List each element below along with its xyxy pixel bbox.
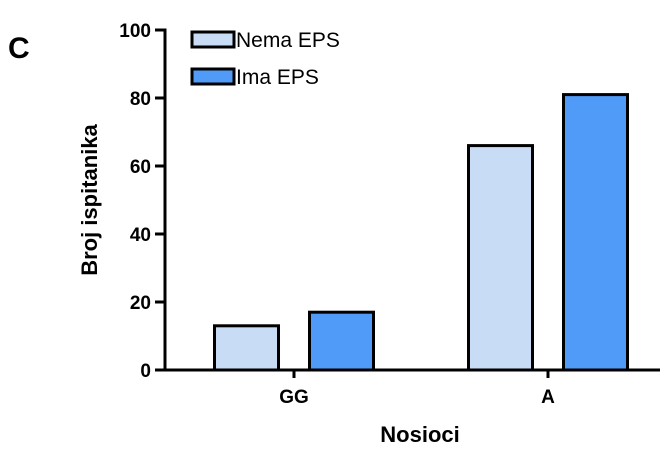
bar-a-series-2 <box>562 93 629 372</box>
y-tick-label: 40 <box>130 225 151 246</box>
legend-swatch-series-2 <box>190 67 236 86</box>
legend-label-series-2: Ima EPS <box>236 66 319 89</box>
y-tick-label: 80 <box>130 89 151 110</box>
x-tick-label: GG <box>279 387 309 408</box>
y-tick-label: 20 <box>130 293 151 314</box>
x-tick-label: A <box>541 387 555 408</box>
y-tick-label: 100 <box>119 21 151 42</box>
y-axis-title: Broj ispitanika <box>77 123 102 275</box>
panel-label: C <box>8 32 30 65</box>
bars-group <box>213 93 629 372</box>
legend-swatch-series-1 <box>190 30 236 49</box>
x-axis-title: Nosioci <box>380 422 459 445</box>
bar-gg-series-1 <box>213 324 280 372</box>
legend: Nema EPS Ima EPS <box>190 29 340 89</box>
axes-group: GG A 0 20 40 60 80 100 <box>119 21 660 408</box>
y-tick-label: 60 <box>130 157 151 178</box>
legend-label-series-1: Nema EPS <box>236 29 340 52</box>
bar-a-series-1 <box>467 144 534 372</box>
bar-gg-series-2 <box>308 310 375 372</box>
y-tick-label: 0 <box>140 361 151 382</box>
